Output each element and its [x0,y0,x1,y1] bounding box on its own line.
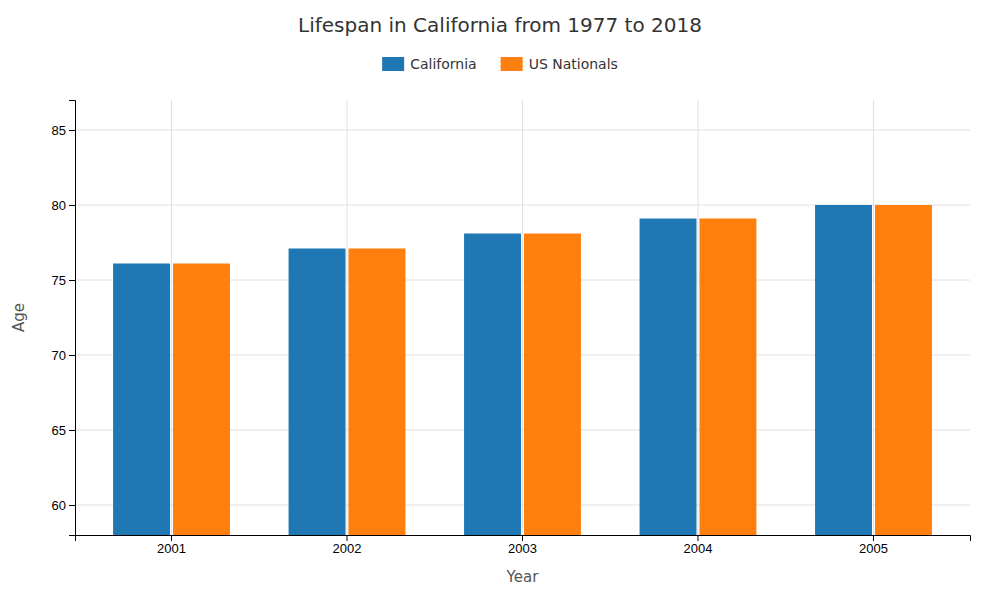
bar [699,219,756,536]
y-tick-mark [69,430,75,431]
legend-item: California [382,56,476,72]
y-tick: 70 [52,348,75,363]
grid-line [873,100,874,535]
x-tick-label: 2005 [859,541,888,556]
x-tick: 2005 [859,535,888,556]
legend-swatch [382,57,404,71]
y-tick: 60 [52,498,75,513]
y-tick-label: 80 [52,198,66,213]
y-axis-line [69,101,76,536]
y-axis: 60 65 70 75 80 85 [52,101,76,536]
bar [524,234,581,536]
bar [173,264,230,536]
x-tick-label: 2001 [157,541,186,556]
bars [113,205,932,535]
y-tick-mark [69,505,75,506]
legend-label: US Nationals [529,56,618,72]
plot: 2001 2002 2003 2004 2005 60 65 70 75 80 85 [52,100,971,556]
bar [349,249,406,536]
x-tick-mark [347,535,348,541]
x-tick-mark [171,535,172,541]
y-axis-title: Age [10,303,28,332]
x-tick-mark [873,535,874,541]
y-tick-label: 60 [52,498,66,513]
legend: California US Nationals [382,56,618,72]
y-tick-mark [69,205,75,206]
bar [815,205,872,535]
x-axis-line [76,536,971,542]
grid-line [171,100,172,535]
x-axis-title: Year [506,568,540,586]
x-tick: 2002 [333,535,362,556]
legend-swatch [501,57,523,71]
x-tick-label: 2002 [333,541,362,556]
chart: 2001 2002 2003 2004 2005 60 65 70 75 80 85 Lifespan… [0,0,1000,600]
y-tick: 85 [52,123,75,138]
bar [289,249,346,536]
bar [875,205,932,535]
y-tick-mark [69,355,75,356]
bar-series [173,205,932,535]
y-tick-mark [69,130,75,131]
title: Lifespan in California from 1977 to 2018 [298,13,702,37]
bar-series [113,205,872,535]
x-tick-mark [697,535,698,541]
y-tick-label: 85 [52,123,66,138]
legend-item: US Nationals [501,56,618,72]
x-axis: 2001 2002 2003 2004 2005 [76,535,971,556]
grid [75,100,970,535]
x-tick: 2004 [684,535,713,556]
legend-label: California [410,56,476,72]
x-tick-label: 2003 [508,541,537,556]
x-tick-label: 2004 [684,541,713,556]
grid-line [347,100,348,535]
y-tick-label: 70 [52,348,66,363]
y-tick: 65 [52,423,75,438]
grid-line [522,100,523,535]
y-tick: 80 [52,198,75,213]
x-tick-mark [522,535,523,541]
y-tick-label: 65 [52,423,66,438]
y-tick-mark [69,280,75,281]
bar [464,234,521,536]
x-tick: 2003 [508,535,537,556]
y-tick: 75 [52,273,75,288]
bar [113,264,170,536]
y-tick-label: 75 [52,273,66,288]
grid-line [697,100,698,535]
bar [640,219,697,536]
x-tick: 2001 [157,535,186,556]
